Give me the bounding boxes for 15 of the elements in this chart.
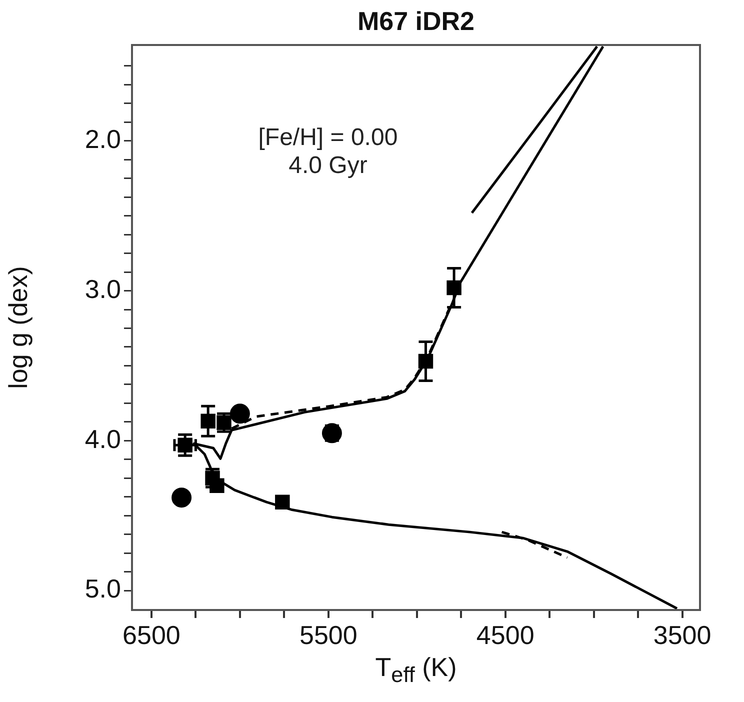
y-tick-label: 5.0 bbox=[84, 574, 121, 604]
x-axis-title: T$_{eff}$ (K) bbox=[374, 652, 458, 688]
annotation: 4.0 Gyr bbox=[288, 152, 368, 179]
y-tick-label: 4.0 bbox=[84, 424, 121, 454]
point bbox=[230, 404, 250, 424]
chart-title: M67 iDR2 bbox=[356, 6, 476, 37]
x-tick-label: 6500 bbox=[122, 620, 180, 650]
y-tick-label: 2.0 bbox=[84, 124, 121, 154]
annotation: [Fe/H] = 0.00 bbox=[258, 124, 398, 151]
y-tick-label: 3.0 bbox=[84, 274, 121, 304]
x-tick-label: 4500 bbox=[476, 620, 534, 650]
x-tick-label: 3500 bbox=[653, 620, 712, 650]
point bbox=[172, 488, 192, 508]
x-tick-label: 5500 bbox=[299, 620, 358, 650]
y-axis-title: log g (dex) bbox=[2, 266, 33, 389]
